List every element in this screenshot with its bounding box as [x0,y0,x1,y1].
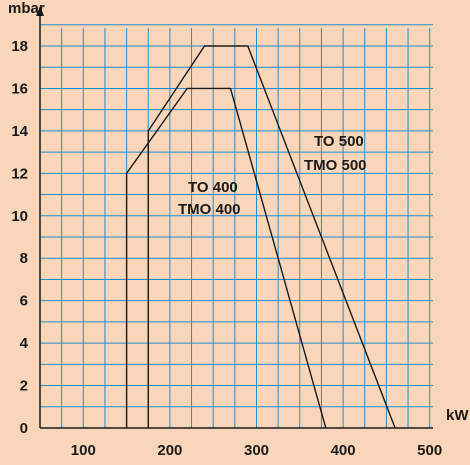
x-tick-label: 100 [71,442,96,459]
y-tick-label: 12 [11,165,28,182]
y-tick-label: 8 [20,250,28,267]
y-axis-arrow [36,6,44,16]
y-tick-label: 6 [20,293,28,310]
x-tick-label: 500 [417,442,442,459]
y-tick-label: 0 [20,420,28,437]
x-tick-label: 200 [157,442,182,459]
y-tick-label: 2 [20,378,28,395]
grid [40,24,433,428]
series-label-1-line-1: TMO 500 [304,157,367,174]
series [125,45,396,429]
y-axis-title: mbar [8,0,45,17]
y-tick-label: 18 [11,38,28,55]
y-tick-label: 10 [11,208,28,225]
x-tick-label: 300 [244,442,269,459]
x-tick-label: 400 [331,442,356,459]
axes: 0 2 4 6 8 10 12 14 16 18 100 200 300 400 500 mbar kW [8,0,469,459]
y-tick-label: 16 [11,80,28,97]
labels: TO 400 TMO 400 TO 500 TMO 500 [178,133,367,218]
series-line-1 [147,45,396,429]
series-label-0-line-0: TO 400 [188,179,238,196]
x-axis-title: kW [446,407,469,424]
y-tick-label: 14 [11,123,28,140]
y-tick-label: 4 [20,335,29,352]
series-label-0-line-1: TMO 400 [178,201,241,218]
series-line-0 [125,87,327,429]
series-label-1-line-0: TO 500 [314,133,364,150]
